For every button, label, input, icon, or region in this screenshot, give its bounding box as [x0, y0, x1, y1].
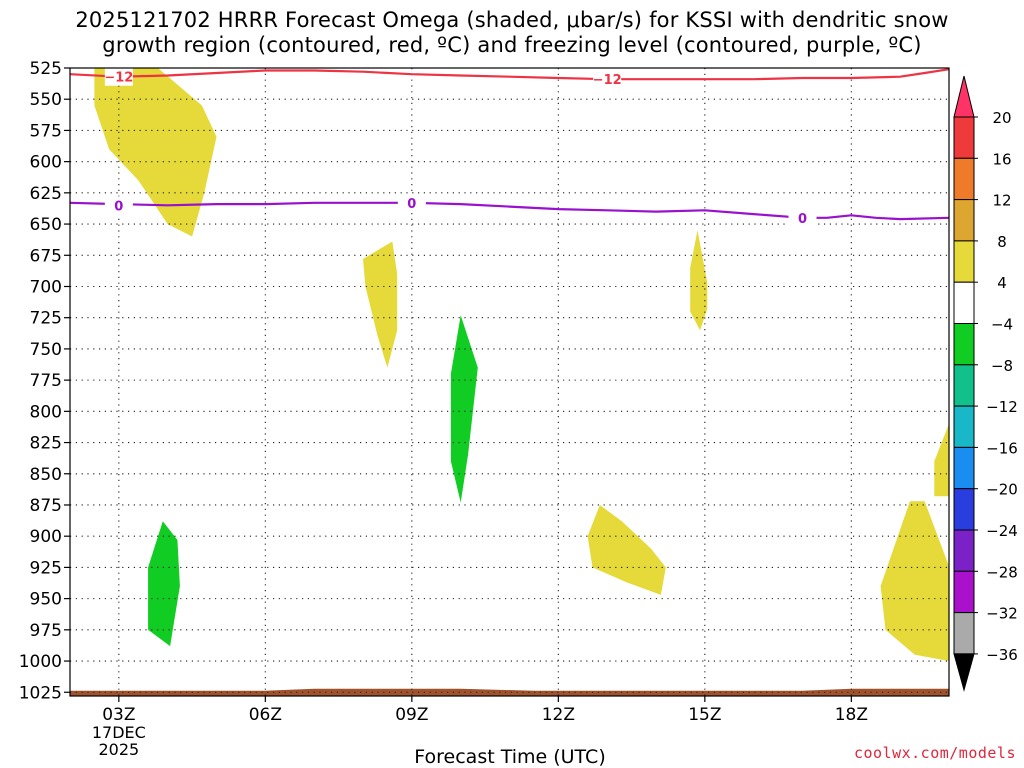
grid-lines	[70, 68, 949, 696]
freezing-level-0-label: 0	[114, 199, 123, 214]
colorbar-box	[953, 281, 975, 325]
y-tick-label: 1000	[19, 652, 62, 672]
chart-title-line-2: growth region (contoured, red, ºC) and f…	[102, 33, 922, 57]
x-tick-sublabel: 17DEC	[92, 723, 146, 742]
colorbar-box	[953, 240, 975, 283]
y-tick-label: 775	[30, 371, 62, 391]
x-axis-title: Forecast Time (UTC)	[414, 746, 606, 768]
colorbar-label: 20	[992, 109, 1011, 127]
colorbar-box	[953, 199, 975, 242]
y-tick-label: 875	[30, 496, 62, 516]
colorbar-box	[953, 364, 975, 407]
colorbar-box	[953, 612, 975, 655]
y-tick-label: 825	[30, 434, 62, 454]
y-tick-label: 550	[30, 90, 62, 110]
contour-lines: −12 −12 0 0 0	[69, 67, 950, 227]
colorbar-label: −12	[986, 398, 1018, 416]
x-tick-label: 12Z	[542, 705, 575, 725]
y-tick-label: 1025	[19, 683, 62, 703]
colorbar-label: −32	[986, 605, 1018, 623]
colorbar-box	[953, 446, 975, 490]
y-tick-label: 700	[30, 277, 62, 297]
y-tick-label: 625	[30, 184, 62, 204]
colorbar-label: 12	[992, 192, 1011, 210]
y-tick-label: 900	[30, 527, 62, 547]
colorbar-top-arrow	[953, 75, 975, 118]
y-tick-label: 675	[30, 246, 62, 266]
freezing-level-0-label: 0	[407, 197, 416, 212]
colorbar: 20 16 12 8 4 −4 −8 −12 −16 −20 −24 −28 −32 −36	[953, 75, 1018, 692]
y-tick-label: 950	[30, 590, 62, 610]
omega-region-yellow-right-edge	[934, 423, 949, 497]
omega-region-yellow-0900	[363, 241, 398, 368]
colorbar-box	[953, 157, 975, 201]
y-tick-label: 725	[30, 309, 62, 329]
terrain-surface	[70, 688, 949, 696]
omega-region-yellow-1300	[587, 505, 666, 595]
colorbar-box	[953, 405, 975, 448]
colorbar-label: 4	[997, 274, 1007, 292]
colorbar-box	[953, 570, 975, 614]
colorbar-label: −28	[986, 563, 1018, 581]
omega-region-green-1000	[450, 315, 478, 503]
colorbar-label: −16	[986, 439, 1018, 457]
omega-region-yellow-1930	[880, 501, 949, 661]
freezing-level-0-label-bg	[104, 196, 133, 215]
terrain-layer	[70, 688, 949, 696]
freezing-level-0-label-bg	[788, 208, 817, 227]
y-tick-label: 925	[30, 558, 62, 578]
dendritic-growth-minus12-label: −12	[104, 71, 133, 86]
colorbar-label: −36	[986, 646, 1018, 664]
colorbar-box	[953, 529, 975, 572]
x-tick-label: 09Z	[395, 705, 428, 725]
colorbar-label: −8	[991, 357, 1013, 375]
y-tick-label: 750	[30, 340, 62, 360]
dendritic-growth-minus12-line	[69, 68, 950, 81]
y-tick-label: 650	[30, 215, 62, 235]
y-tick-label: 800	[30, 402, 62, 422]
y-tick-label: 975	[30, 621, 62, 641]
colorbar-label: 16	[992, 150, 1011, 168]
freezing-level-0-line	[69, 201, 950, 221]
omega-region-green-0400	[148, 521, 180, 647]
x-tick-label: 15Z	[688, 705, 721, 725]
colorbar-label: −4	[991, 316, 1013, 334]
colorbar-bottom-arrow	[953, 653, 975, 692]
watermark-link[interactable]: coolwx.com/models	[853, 744, 1016, 762]
colorbar-label: 8	[997, 233, 1007, 251]
y-tick-label: 850	[30, 465, 62, 485]
omega-region-yellow-1500	[690, 230, 708, 331]
colorbar-label: −20	[986, 481, 1018, 499]
omega-shaded-regions	[94, 68, 949, 661]
colorbar-box	[953, 323, 975, 366]
colorbar-box	[953, 488, 975, 531]
x-tick-label: 18Z	[835, 705, 868, 725]
y-tick-label: 575	[30, 121, 62, 141]
y-tick-label: 525	[30, 59, 62, 79]
y-axis: 525 550 575 600 625 650 675 700 725 750 775 800 825 8…	[19, 59, 70, 703]
plot-frame	[69, 67, 950, 697]
dendritic-growth-minus12-label: −12	[593, 73, 622, 88]
y-tick-label: 600	[30, 153, 62, 173]
x-tick-label: 03Z	[102, 705, 135, 725]
colorbar-box	[953, 116, 975, 159]
chart-title-line-1: 2025121702 HRRR Forecast Omega (shaded, …	[75, 8, 949, 32]
freezing-level-0-label-bg	[397, 193, 426, 212]
dendritic-growth-minus12-label-bg	[593, 70, 622, 89]
dendritic-growth-minus12-label-bg	[104, 67, 133, 86]
freezing-level-0-label: 0	[798, 212, 807, 227]
omega-region-yellow-upper-left	[94, 68, 217, 237]
x-tick-sublabel: 2025	[98, 740, 139, 759]
colorbar-label: −24	[986, 522, 1018, 540]
x-tick-label: 06Z	[249, 705, 282, 725]
